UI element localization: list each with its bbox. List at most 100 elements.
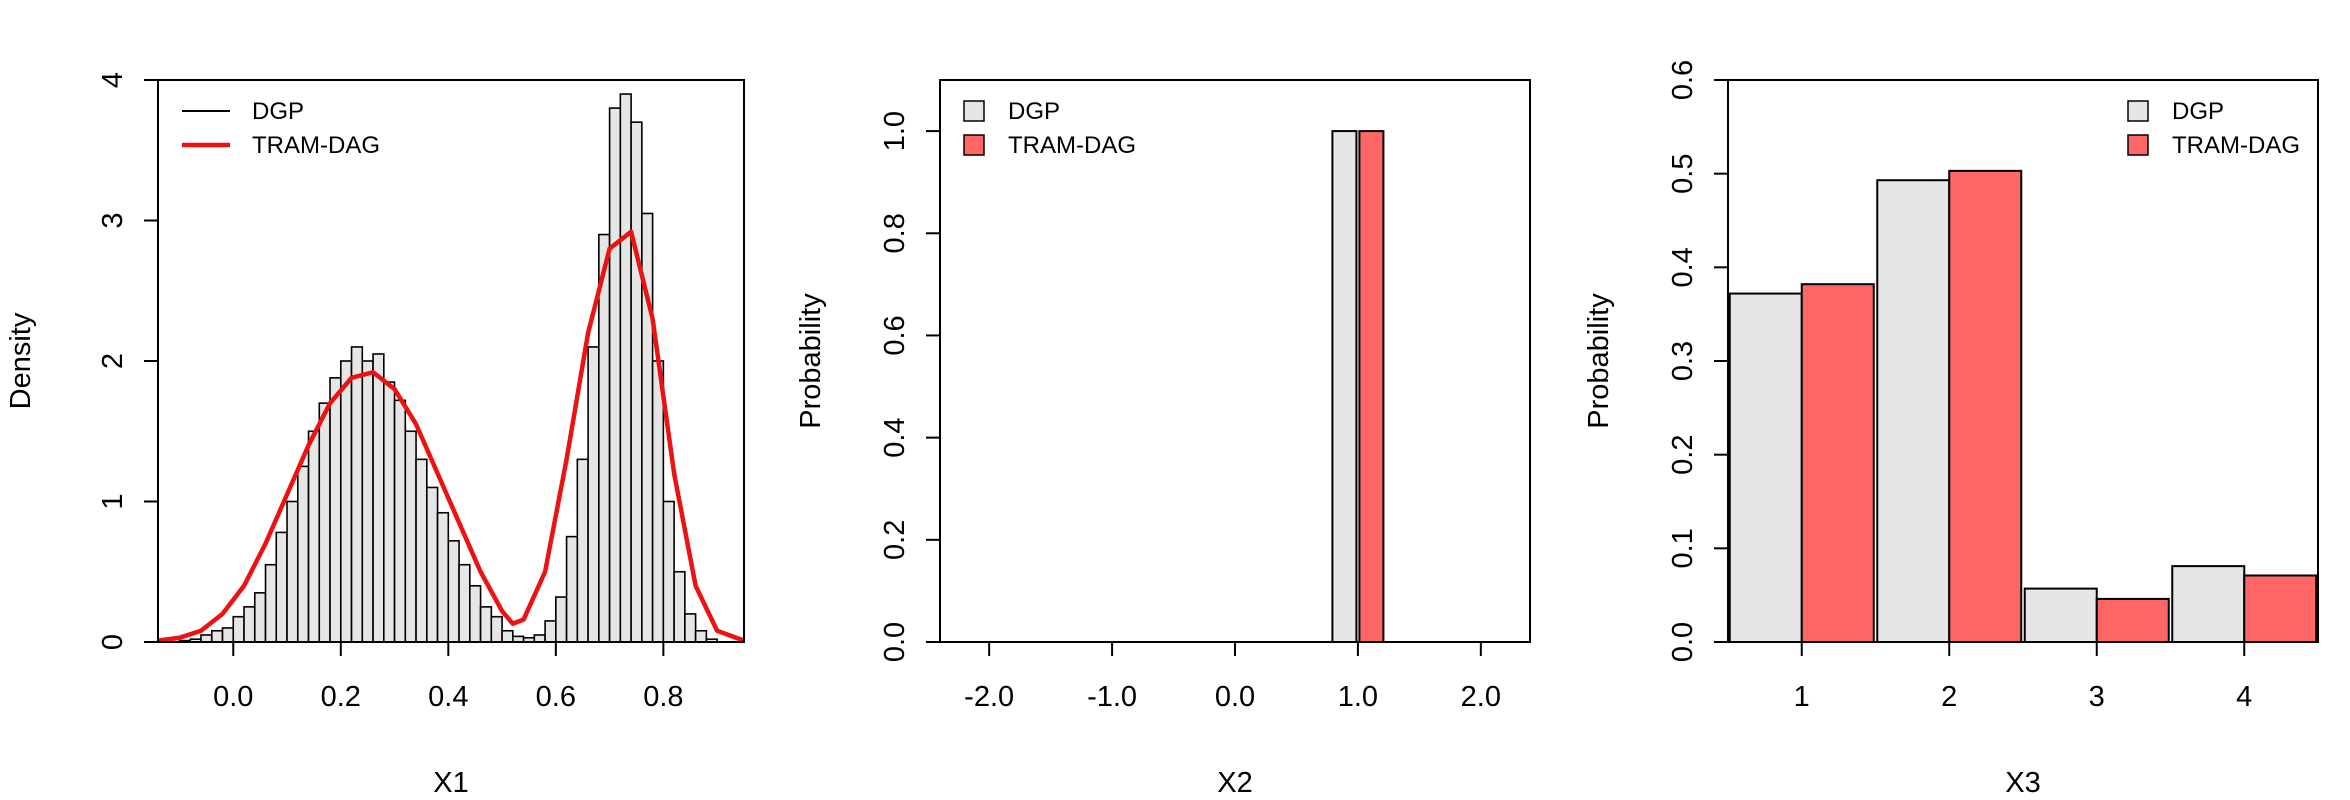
panel-3 <box>1714 79 2319 656</box>
y-tick-label: 0.2 <box>879 520 911 560</box>
histogram-bar <box>619 93 632 643</box>
x-axis-title: X3 <box>2005 767 2040 799</box>
y-tick-label: 4 <box>97 72 129 88</box>
histogram-bar <box>436 511 450 643</box>
histogram-bar <box>253 592 267 643</box>
histogram-bar <box>598 233 611 643</box>
histogram-bar <box>393 399 407 643</box>
histogram-bar <box>651 360 665 643</box>
histogram-bar <box>318 402 331 643</box>
bar-tram-dag <box>1948 169 2023 644</box>
bar-tram-dag <box>2095 597 2170 643</box>
y-tick-label: 1.0 <box>879 111 911 151</box>
histogram-bar <box>608 107 622 643</box>
legend-label: TRAM-DAG <box>252 132 380 159</box>
histogram-bar <box>673 570 686 643</box>
histogram-bar <box>264 563 278 643</box>
y-tick-label: 0.8 <box>879 213 911 253</box>
histogram-bar <box>296 465 310 643</box>
histogram-bar <box>447 540 460 643</box>
histogram-bar <box>576 458 589 643</box>
histogram-bar <box>350 346 364 643</box>
x-tick-label: 4 <box>2236 681 2252 713</box>
histogram-bar <box>458 563 471 643</box>
bar-dgp <box>2023 587 2098 643</box>
x-tick-label: 2.0 <box>1461 681 1501 713</box>
histogram-bar <box>694 629 708 643</box>
x-tick-label: 0.0 <box>1215 681 1255 713</box>
x-tick-label: 0.8 <box>643 681 683 713</box>
legend <box>182 110 230 148</box>
histogram-bar <box>232 615 245 643</box>
y-tick-label: 0.3 <box>1667 341 1699 381</box>
histogram-bar <box>565 535 579 643</box>
histogram-bar <box>490 615 503 643</box>
x-axis-title: X2 <box>1217 767 1252 799</box>
bar-dgp <box>1876 179 1951 643</box>
histogram-bar <box>361 360 374 643</box>
histogram-bar <box>662 500 675 643</box>
legend-swatch <box>963 100 985 122</box>
density-curve-tram-dag <box>157 229 745 643</box>
histogram-bar <box>684 613 697 643</box>
legend-label: TRAM-DAG <box>2172 132 2300 159</box>
legend <box>2127 100 2149 156</box>
y-tick-label: 0.0 <box>1667 622 1699 662</box>
bar-tram-dag <box>1358 130 1385 643</box>
y-axis-title: Probability <box>1583 293 1615 429</box>
bar-tram-dag <box>2243 574 2318 643</box>
bar-tram-dag <box>1800 283 1875 643</box>
histogram-bar <box>210 629 224 643</box>
histogram-bar <box>372 353 385 643</box>
y-tick-label: 1 <box>97 493 129 509</box>
y-tick-label: 3 <box>97 212 129 228</box>
histogram-bar <box>307 430 321 643</box>
x-axis-title: X1 <box>433 767 468 799</box>
legend-swatch <box>2127 134 2149 156</box>
histogram-bar <box>275 531 288 643</box>
histogram-bar <box>533 634 546 643</box>
x-tick-label: 1 <box>1794 681 1810 713</box>
bar-dgp <box>1728 292 1803 643</box>
histogram-bar <box>415 458 428 643</box>
histogram-bar <box>286 500 299 643</box>
y-tick-label: 0.1 <box>1667 528 1699 568</box>
histogram-bar <box>630 121 643 643</box>
legend-label: DGP <box>1008 98 1060 125</box>
x-tick-label: 1.0 <box>1338 681 1378 713</box>
x-tick-label: -2.0 <box>964 681 1014 713</box>
histogram-bar <box>221 627 235 643</box>
x-tick-label: 0.6 <box>536 681 576 713</box>
y-tick-label: 0.6 <box>879 315 911 355</box>
x-tick-label: 3 <box>2089 681 2105 713</box>
histogram-bar <box>404 430 417 643</box>
plot-frame <box>939 79 1531 643</box>
histogram-bar <box>339 360 353 643</box>
y-tick-label: 0.5 <box>1667 154 1699 194</box>
legend-label: DGP <box>252 98 304 125</box>
x-tick-label: 0.4 <box>428 681 468 713</box>
x-tick-label: 0.2 <box>321 681 361 713</box>
histogram-bar <box>479 606 493 643</box>
y-tick-label: 0.6 <box>1667 60 1699 100</box>
panel-2 <box>926 79 1531 656</box>
y-tick-label: 2 <box>97 353 129 369</box>
histogram-bar <box>426 486 439 643</box>
panel-1 <box>144 79 745 656</box>
y-tick-label: 0 <box>97 634 129 650</box>
x-tick-label: 0.0 <box>213 681 253 713</box>
y-tick-label: 0.2 <box>1667 435 1699 475</box>
x-tick-label: 2 <box>1941 681 1957 713</box>
x-tick-label: -1.0 <box>1087 681 1137 713</box>
y-tick-label: 0.0 <box>879 622 911 662</box>
histogram-bar <box>469 584 482 643</box>
y-axis-title: Probability <box>795 293 827 429</box>
legend <box>963 100 985 156</box>
histogram-bar <box>329 377 342 643</box>
histogram-bar <box>382 381 396 643</box>
bar-dgp <box>2171 565 2246 644</box>
legend-swatch <box>2127 100 2149 122</box>
histogram-bar <box>544 620 557 643</box>
y-tick-label: 0.4 <box>879 417 911 457</box>
